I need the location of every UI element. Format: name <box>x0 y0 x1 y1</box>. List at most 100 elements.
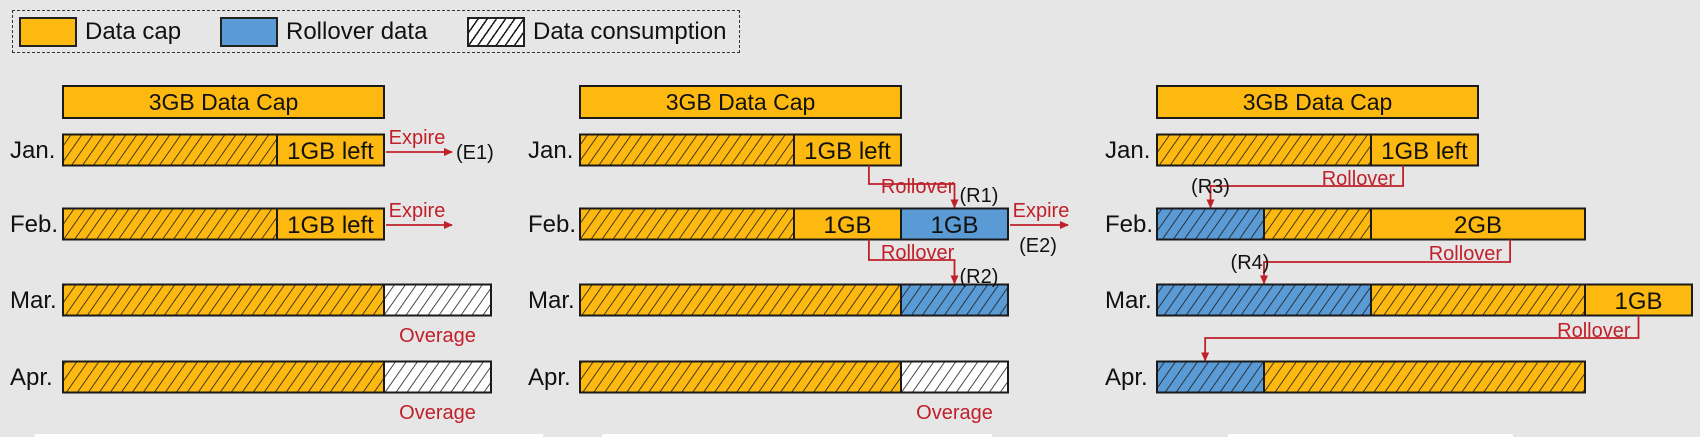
consumption-hatch <box>63 134 277 166</box>
data-cap-header-label: 3GB Data Cap <box>666 89 816 115</box>
annotation-tag: (E1) <box>456 142 494 164</box>
annotation-tag: (E2) <box>1019 235 1057 257</box>
month-label: Mar. <box>528 287 575 314</box>
consumption-hatch <box>580 361 901 393</box>
data-cap-header-label: 3GB Data Cap <box>1243 89 1393 115</box>
annotation-label: Overage <box>399 325 476 347</box>
consumption-hatch <box>63 284 384 316</box>
annotation-label: Rollover <box>1322 168 1396 190</box>
consumption-hatch <box>384 361 491 393</box>
consumption-hatch <box>1157 208 1264 240</box>
consumption-hatch <box>384 284 491 316</box>
consumption-hatch <box>901 361 1008 393</box>
segment-outline <box>900 283 1009 317</box>
consumption-hatch <box>1264 361 1585 393</box>
segment-outline <box>1370 207 1586 241</box>
annotation-label: Overage <box>399 402 476 424</box>
annotation-tag: (R1) <box>960 185 999 207</box>
segment-label: 2GB <box>1454 212 1502 239</box>
legend-swatch-rollover <box>220 17 278 47</box>
consumption-hatch <box>580 134 794 166</box>
month-label: Feb. <box>1105 211 1153 238</box>
segment-label: 1GB <box>930 212 978 239</box>
cap-segment <box>1585 284 1692 316</box>
segment-label: 1GB left <box>287 212 374 239</box>
month-label: Jan. <box>528 137 573 164</box>
segment-outline <box>383 360 492 394</box>
segment-label: 1GB left <box>804 138 891 165</box>
consumption-hatch <box>580 208 794 240</box>
segment-outline <box>276 133 385 167</box>
segment-label: 1GB left <box>1381 138 1468 165</box>
legend: Data cap Rollover data Data consumption <box>12 10 740 53</box>
legend-item-data-cap: Data cap <box>19 17 181 47</box>
month-label: Mar. <box>10 287 57 314</box>
annotation-tag: (R4) <box>1231 252 1270 274</box>
data-cap-header <box>62 85 385 119</box>
annotation-arrow <box>1260 239 1511 285</box>
segment-outline <box>276 207 385 241</box>
annotation-label: Expire <box>389 200 446 222</box>
month-label: Feb. <box>10 211 58 238</box>
segment-outline <box>383 283 492 317</box>
cap-segment <box>277 208 384 240</box>
month-label: Jan. <box>1105 137 1150 164</box>
segment-label: 1GB left <box>287 138 374 165</box>
month-label: Apr. <box>10 364 53 391</box>
legend-label: Data consumption <box>533 18 727 45</box>
month-label: Apr. <box>528 364 571 391</box>
month-label: Apr. <box>1105 364 1148 391</box>
rollover-segment <box>901 208 1008 240</box>
cap-segment <box>794 208 901 240</box>
annotation-tag: (R2) <box>960 266 999 288</box>
consumption-hatch <box>1264 208 1371 240</box>
consumption-hatch <box>901 284 1008 316</box>
legend-swatch-cap <box>19 17 77 47</box>
annotation-label: Rollover <box>881 242 955 264</box>
segment-outline <box>793 133 902 167</box>
consumption-hatch <box>63 361 384 393</box>
consumption-hatch <box>1157 284 1371 316</box>
segment-outline <box>1370 133 1479 167</box>
legend-item-rollover-data: Rollover data <box>220 17 427 47</box>
bottom-edge-strip <box>1228 434 1513 437</box>
segment-label: 1GB <box>1614 288 1662 315</box>
segment-outline <box>1263 360 1586 394</box>
cap-segment <box>1371 208 1585 240</box>
bottom-edge-strip <box>602 434 992 437</box>
legend-item-data-consumption: Data consumption <box>467 17 726 47</box>
month-label: Jan. <box>10 137 55 164</box>
consumption-hatch <box>63 208 277 240</box>
annotation-arrow <box>868 165 959 209</box>
annotation-label: Expire <box>1013 200 1070 222</box>
consumption-hatch <box>1157 134 1371 166</box>
annotation-arrow <box>1206 165 1404 209</box>
consumption-hatch <box>1371 284 1585 316</box>
annotation-label: Overage <box>916 402 993 424</box>
annotation-arrow <box>868 239 959 285</box>
consumption-hatch <box>580 284 901 316</box>
segment-outline <box>900 360 1009 394</box>
consumption-hatch <box>1157 361 1264 393</box>
annotation-tag: (R3) <box>1191 176 1230 198</box>
cap-segment <box>277 134 384 166</box>
segment-label: 1GB <box>823 212 871 239</box>
segment-outline <box>900 207 1009 241</box>
data-cap-header <box>1156 85 1479 119</box>
month-label: Feb. <box>528 211 576 238</box>
legend-label: Rollover data <box>286 18 428 45</box>
data-cap-header <box>579 85 902 119</box>
bottom-edge-strip <box>35 434 543 437</box>
annotation-label: Expire <box>389 127 446 149</box>
cap-segment <box>794 134 901 166</box>
annotation-label: Rollover <box>1557 320 1631 342</box>
legend-label: Data cap <box>85 18 182 45</box>
annotation-arrow <box>1201 315 1640 362</box>
annotation-label: Rollover <box>1429 243 1503 265</box>
legend-swatch-consumption <box>467 17 525 47</box>
month-label: Mar. <box>1105 287 1152 314</box>
cap-segment <box>1371 134 1478 166</box>
data-cap-header-label: 3GB Data Cap <box>149 89 299 115</box>
annotation-label: Rollover <box>881 176 955 198</box>
